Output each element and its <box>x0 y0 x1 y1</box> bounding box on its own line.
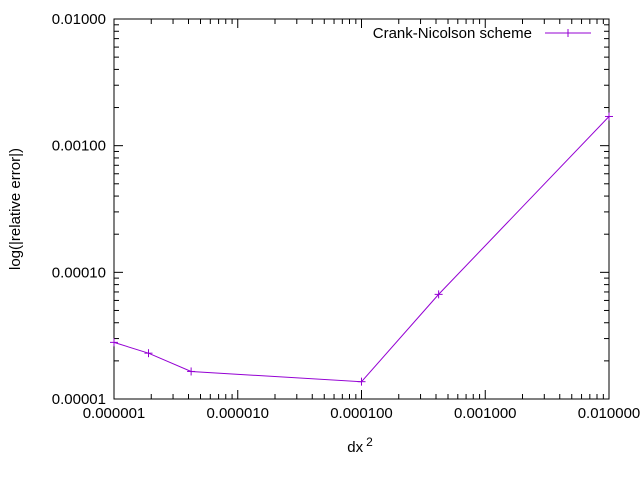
series-layer <box>110 112 613 386</box>
plot-frame <box>113 18 610 400</box>
data-point <box>144 349 153 358</box>
legend-label: Crank-Nicolson scheme <box>373 25 532 42</box>
y-tick-label: 0.00001 <box>52 391 106 408</box>
x-tick-label: 0.010000 <box>578 405 640 422</box>
x-tick-label: 0.001000 <box>454 405 517 422</box>
x-axis-label: dx 2 <box>347 435 373 456</box>
y-tick-label: 0.00010 <box>52 264 106 281</box>
x-tick-label: 0.000001 <box>83 405 146 422</box>
data-point <box>605 112 613 121</box>
x-tick-label: 0.000100 <box>330 405 393 422</box>
legend: Crank-Nicolson scheme <box>373 25 591 42</box>
data-point <box>434 290 443 299</box>
data-point <box>110 338 118 347</box>
data-point <box>187 367 196 376</box>
x-tick-label: 0.000010 <box>206 405 269 422</box>
legend-swatch-marker <box>564 29 572 37</box>
series-line <box>113 116 610 383</box>
y-axis-ticks: 0.00001 0.00010 0.00100 0.01000 <box>52 11 609 408</box>
x-axis-ticks: 0.000001 0.000010 0.000100 0.001000 0.010000 <box>83 19 640 422</box>
y-tick-label: 0.00100 <box>52 138 106 155</box>
y-tick-label: 0.01000 <box>52 11 106 28</box>
data-point <box>357 377 366 386</box>
y-axis-label: log(|relative error|) <box>7 148 24 270</box>
